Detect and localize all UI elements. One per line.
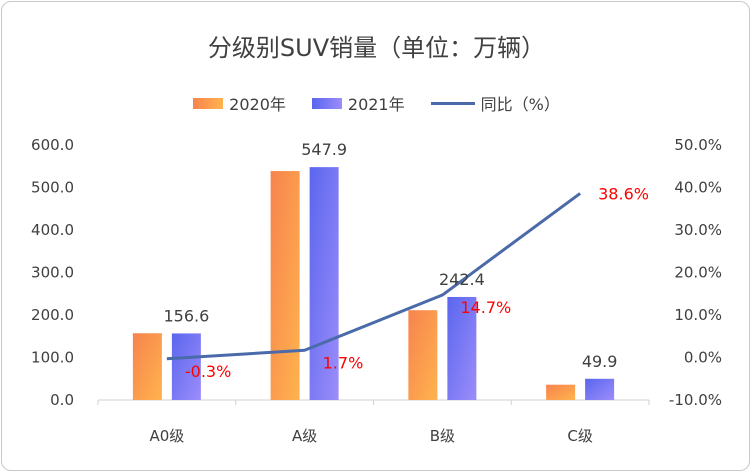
- yoy-value-label: 38.6%: [598, 184, 649, 203]
- legend-label-2020: 2020年: [229, 95, 286, 114]
- y-right-tick-label: 30.0%: [674, 221, 722, 239]
- x-category-label: B级: [430, 427, 455, 445]
- chart-legend: 2020年 2021年 同比（%）: [0, 92, 753, 114]
- chart-title: 分级别SUV销量（单位：万辆）: [207, 34, 546, 62]
- y-right-tick-label: 10.0%: [674, 306, 722, 324]
- x-category-label: A级: [292, 427, 317, 445]
- yoy-value-label: 14.7%: [460, 298, 511, 317]
- x-category-label: C级: [567, 427, 592, 445]
- bar-2020: [270, 171, 300, 400]
- legend-label-2021: 2021年: [347, 95, 405, 114]
- y-left-tick-label: 200.0: [31, 306, 74, 324]
- bar-2021-value-label: 547.9: [301, 140, 347, 159]
- legend-label-yoy: 同比（%）: [480, 95, 560, 114]
- labels-group: 156.6 547.9 242.4 49.9 -0.3% 1.7% 14.7% 38.6%: [163, 140, 648, 381]
- y-left-tick-label: 600.0: [31, 136, 74, 154]
- bar-2021-value-label: 49.9: [582, 352, 618, 371]
- legend-swatch-2021: [311, 97, 342, 109]
- y-right-tick-label: 0.0%: [684, 349, 722, 367]
- y-right-tick-label: -10.0%: [669, 391, 722, 409]
- y-left-tick-label: 400.0: [31, 221, 74, 239]
- yoy-line: [166, 192, 582, 361]
- y-left-tick-label: 100.0: [31, 349, 74, 367]
- bar-2021-value-label: 242.4: [439, 270, 485, 289]
- bar-2020: [408, 310, 438, 400]
- legend-item-yoy: 同比（%）: [430, 91, 560, 115]
- y-right-tick-label: 20.0%: [674, 264, 722, 282]
- legend-swatch-yoy: [430, 101, 475, 105]
- y-right-tick-label: 40.0%: [674, 179, 722, 197]
- legend-swatch-2020: [193, 97, 224, 109]
- yoy-value-label: 1.7%: [323, 353, 364, 372]
- bar-2021: [585, 378, 615, 400]
- line-group: [166, 192, 582, 361]
- y-left-tick-label: 500.0: [31, 179, 74, 197]
- yoy-value-label: -0.3%: [185, 362, 231, 381]
- y-left-tick-label: 300.0: [31, 264, 74, 282]
- bar-2020: [132, 333, 162, 400]
- x-category-label: A0级: [149, 427, 184, 445]
- bar-2020: [546, 384, 576, 400]
- legend-item-2021: 2021年: [311, 91, 405, 115]
- bar-2021: [309, 167, 339, 400]
- y-right-tick-label: 50.0%: [674, 136, 722, 154]
- bar-2021-value-label: 156.6: [163, 306, 209, 325]
- bar-2021: [171, 333, 201, 400]
- y-left-tick-label: 0.0: [50, 391, 74, 409]
- bars-group: [132, 167, 615, 400]
- bar-2021: [447, 296, 477, 400]
- legend-item-2020: 2020年: [193, 91, 286, 115]
